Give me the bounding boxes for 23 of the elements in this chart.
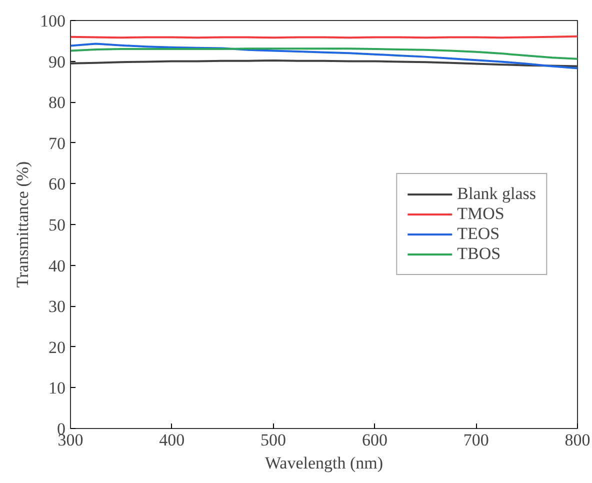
x-tick-label: 600 (362, 430, 388, 450)
y-tick-label: 30 (48, 297, 66, 316)
legend-label: TMOS (457, 204, 504, 224)
x-axis-title: Wavelength (nm) (264, 454, 384, 472)
line-series (70, 42, 578, 70)
x-tick-label: 400 (159, 430, 185, 450)
y-tick-label: 10 (48, 378, 66, 398)
x-tick-label: 700 (463, 430, 489, 450)
y-tick-label: 50 (48, 216, 66, 234)
line-series (70, 48, 578, 60)
y-axis-title: Transmittance (%) (13, 161, 32, 288)
legend-label: TBOS (457, 244, 501, 264)
x-tick-label: 800 (564, 430, 590, 450)
y-tick-label: 100 (40, 12, 66, 30)
y-tick-label: 90 (48, 52, 66, 72)
y-tick-label: 80 (48, 93, 66, 112)
y-tick-label: 60 (48, 174, 66, 194)
legend-label: TEOS (457, 224, 500, 244)
legend-label: Blank glass (457, 184, 536, 204)
x-tick-label: 500 (260, 430, 286, 450)
y-tick-label: 20 (48, 338, 66, 357)
y-tick-label: 70 (48, 134, 66, 153)
y-tick-label: 40 (48, 256, 66, 276)
